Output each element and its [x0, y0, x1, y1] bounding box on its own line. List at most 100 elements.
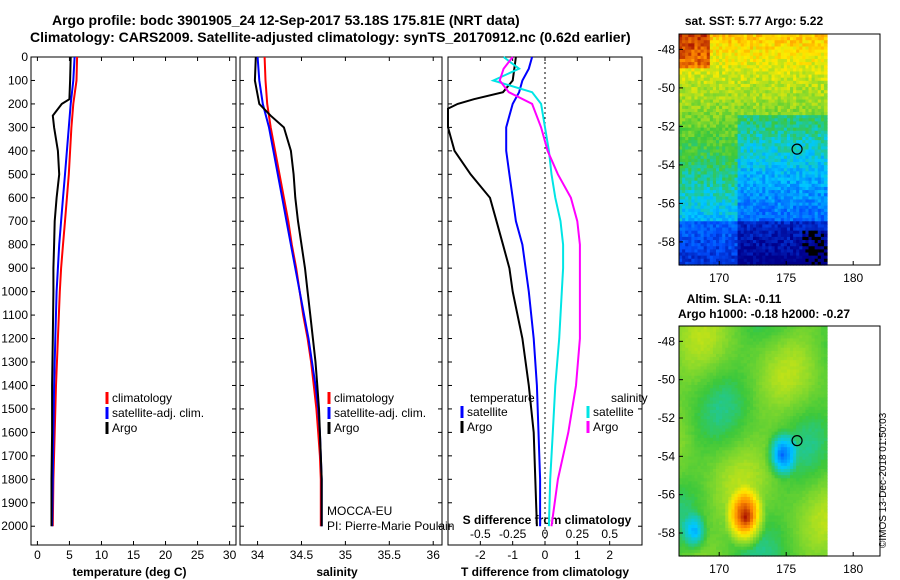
sst-map-cell: [716, 43, 720, 48]
sst-map-cell: [783, 202, 788, 207]
sla-map-cell: [682, 394, 686, 399]
sst-map-cell: [700, 174, 705, 179]
sst-map-cell: [716, 143, 720, 147]
sla-map-cell: [756, 391, 760, 395]
sst-map-cell: [805, 205, 810, 210]
sst-map-cell: [728, 246, 733, 250]
sst-map-cell: [802, 112, 807, 116]
sst-map-cell: [740, 37, 745, 41]
sst-map-cell: [768, 233, 773, 238]
sla-map-cell: [712, 329, 717, 333]
sst-map-cell: [706, 130, 711, 135]
sst-map-cell: [719, 34, 723, 38]
sst-map-cell: [688, 118, 692, 122]
sst-map-cell: [719, 105, 723, 110]
sla-map-cell: [783, 406, 788, 411]
sst-map-cell: [786, 161, 791, 166]
sst-map-cell: [719, 83, 723, 88]
sst-map-cell: [759, 102, 763, 107]
sst-map-cell: [685, 65, 689, 69]
sst-map-cell: [753, 93, 757, 98]
sst-map-cell: [685, 190, 689, 194]
sst-map-cell: [679, 80, 683, 85]
sst-map-cell: [756, 55, 760, 60]
sst-map-cell: [703, 71, 708, 76]
sla-map-cell: [759, 409, 763, 414]
sst-map-cell: [771, 240, 776, 244]
sst-map-cell: [805, 221, 810, 226]
sst-map-cell: [762, 165, 766, 169]
sst-map-cell: [796, 186, 800, 191]
sla-map-cell: [688, 409, 692, 414]
sst-map-cell: [768, 49, 773, 54]
sla-map-cell: [771, 363, 776, 368]
sst-map-cell: [777, 233, 782, 238]
sst-map-cell: [716, 236, 720, 241]
sst-map-cell: [753, 87, 757, 91]
sst-map-cell: [706, 236, 711, 241]
sla-map-cell: [771, 378, 776, 383]
sla-map-cell: [706, 394, 711, 399]
sla-map-cell: [790, 350, 794, 355]
sla-map-cell: [793, 338, 797, 343]
sst-map-cell: [786, 208, 791, 213]
sla-map-cell: [694, 369, 699, 374]
sst-map-cell: [814, 112, 819, 116]
sst-map-cell: [697, 155, 702, 160]
sla-map-cell: [697, 375, 702, 380]
sst-map-cell: [762, 74, 766, 79]
sla-map-cell: [719, 400, 723, 405]
sst-map-cell: [743, 121, 748, 126]
sst-map-cell: [716, 102, 720, 107]
sla-map-cell: [817, 335, 822, 340]
sst-map-cell: [786, 149, 791, 154]
sla-map-cell: [682, 372, 686, 377]
sla-map-cell: [790, 353, 794, 358]
sla-map-cell: [734, 388, 739, 392]
sst-map-cell: [700, 90, 705, 94]
sst-map-cell: [765, 196, 770, 201]
sla-map-cell: [811, 332, 816, 336]
sst-map-cell: [709, 87, 714, 91]
sst-map-cell: [793, 146, 797, 151]
sst-map-cell: [722, 258, 726, 263]
sst-map-cell: [685, 124, 689, 129]
sst-map-cell: [719, 37, 723, 41]
sst-map-cell: [820, 80, 825, 85]
sst-map-cell: [746, 255, 751, 260]
sst-map-cell: [716, 246, 720, 250]
sla-map-cell: [768, 357, 773, 361]
sst-map-cell: [786, 71, 791, 76]
sst-map-cell: [746, 190, 751, 194]
sst-map-cell: [817, 121, 822, 126]
sla-map-cell: [768, 363, 773, 368]
sst-map-cell: [719, 224, 723, 229]
sst-map-cell: [725, 87, 729, 91]
sst-map-cell: [799, 68, 803, 73]
sst-map-cell: [719, 137, 723, 141]
sla-map-cell: [712, 397, 717, 402]
sst-map-cell: [709, 199, 714, 204]
sst-map-cell: [765, 190, 770, 194]
sla-map-cell: [796, 378, 800, 383]
sla-map-cell: [703, 413, 708, 417]
sst-map-cell: [731, 80, 736, 85]
sst-map-cell: [820, 77, 825, 82]
sst-map-cell: [728, 49, 733, 54]
sst-map-cell: [811, 183, 816, 188]
sst-map-cell: [697, 261, 702, 266]
sst-map-cell: [703, 46, 708, 51]
sst-map-cell: [700, 202, 705, 207]
sla-map-cell: [762, 353, 766, 358]
sst-map-cell: [716, 93, 720, 98]
sst-map-cell: [712, 171, 717, 176]
sst-map-cell: [811, 137, 816, 141]
sla-map-cell: [790, 403, 794, 408]
sst-map-cell: [725, 90, 729, 94]
sla-map-cell: [712, 372, 717, 377]
sst-map-cell: [768, 230, 773, 235]
sst-map-cell: [808, 55, 813, 60]
sst-map-cell: [749, 218, 754, 222]
sst-map-cell: [719, 133, 723, 138]
sst-map-cell: [688, 177, 692, 182]
